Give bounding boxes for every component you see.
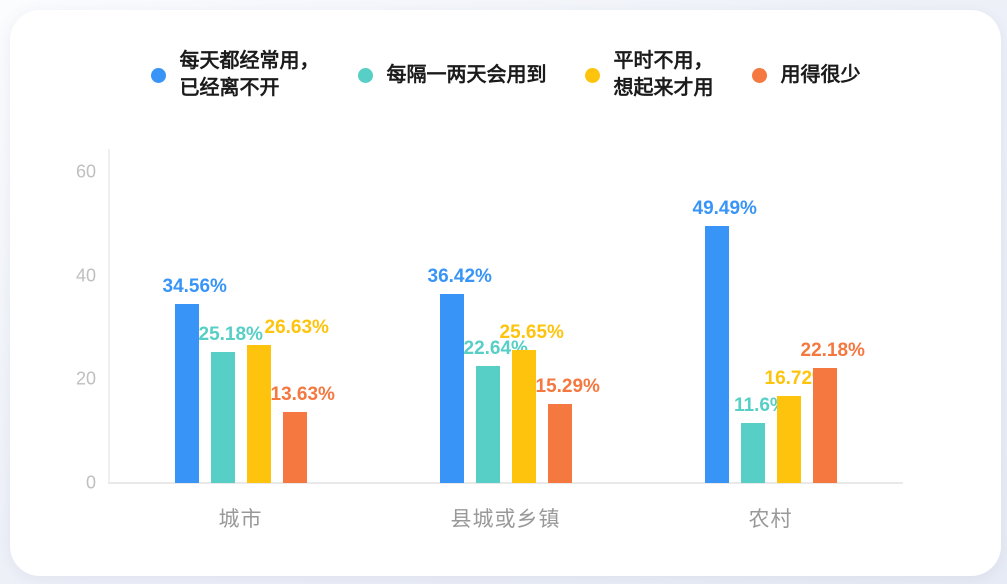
x-category-label: 农村 bbox=[748, 508, 793, 531]
legend-dot-icon bbox=[751, 67, 767, 83]
bar[interactable] bbox=[740, 423, 765, 483]
x-axis-labels: 城市 县城或乡镇 农村 bbox=[108, 493, 903, 531]
y-tick-label: 60 bbox=[75, 161, 96, 182]
chart-legend: 每天都经常用， 已经离不开 每隔一两天会用到 平时不用， 想起来才用 用得很少 bbox=[10, 48, 1001, 102]
bar-value-label: 15.29% bbox=[535, 376, 600, 397]
bar[interactable] bbox=[246, 345, 271, 483]
bar-value-label: 25.18% bbox=[198, 324, 263, 345]
legend-label: 每天都经常用， 已经离不开 bbox=[179, 50, 320, 99]
y-axis: 0 20 40 60 bbox=[10, 149, 96, 493]
bar[interactable] bbox=[439, 294, 464, 483]
chart-card: 每天都经常用， 已经离不开 每隔一两天会用到 平时不用， 想起来才用 用得很少 0 20… bbox=[10, 10, 1001, 576]
bar-value-label: 34.56% bbox=[162, 276, 227, 297]
x-axis-line bbox=[108, 482, 903, 484]
bar-group: 36.42% 22.64% 25.65% 15.29% bbox=[428, 149, 600, 483]
bar[interactable] bbox=[704, 226, 729, 483]
bar-value-label: 25.65% bbox=[499, 322, 564, 343]
bar-group: 49.49% 11.6% 16.72% 22.18% bbox=[693, 149, 865, 483]
legend-item[interactable]: 平时不用， 想起来才用 bbox=[584, 48, 714, 102]
legend-dot-icon bbox=[584, 67, 600, 83]
bar[interactable] bbox=[812, 368, 837, 483]
bar[interactable] bbox=[210, 352, 235, 483]
x-category-label: 城市 bbox=[218, 508, 263, 531]
bar[interactable] bbox=[282, 412, 307, 483]
bar[interactable] bbox=[511, 350, 536, 483]
bar-group: 34.56% 25.18% 26.63% 13.63% bbox=[163, 149, 335, 483]
legend-item[interactable]: 每天都经常用， 已经离不开 bbox=[150, 48, 320, 102]
legend-label: 平时不用， 想起来才用 bbox=[613, 50, 714, 99]
bar[interactable] bbox=[547, 404, 572, 483]
bar-value-label: 22.18% bbox=[800, 340, 865, 361]
y-tick-label: 40 bbox=[75, 265, 96, 286]
legend-dot-icon bbox=[150, 67, 166, 83]
bar-value-label: 36.42% bbox=[427, 266, 492, 287]
legend-item[interactable]: 每隔一两天会用到 bbox=[357, 62, 547, 89]
legend-dot-icon bbox=[357, 67, 373, 83]
bar[interactable] bbox=[174, 304, 199, 483]
legend-label: 用得很少 bbox=[780, 63, 861, 86]
bar-value-label: 11.6% bbox=[734, 395, 787, 416]
bar[interactable] bbox=[475, 366, 500, 483]
bar-value-label: 49.49% bbox=[692, 198, 757, 219]
y-tick-label: 20 bbox=[75, 368, 96, 389]
legend-item[interactable]: 用得很少 bbox=[751, 62, 861, 89]
y-axis-line bbox=[108, 149, 110, 483]
x-category-label: 县城或乡镇 bbox=[450, 508, 561, 531]
y-tick-label: 0 bbox=[85, 472, 96, 493]
bar-value-label: 26.63% bbox=[264, 317, 329, 338]
bar-value-label: 13.63% bbox=[270, 384, 335, 405]
bar[interactable] bbox=[776, 396, 801, 483]
plot-area: 34.56% 25.18% 26.63% 13.63% 36.42% 22.64% 25.6… bbox=[108, 149, 903, 484]
legend-label: 每隔一两天会用到 bbox=[386, 63, 547, 86]
